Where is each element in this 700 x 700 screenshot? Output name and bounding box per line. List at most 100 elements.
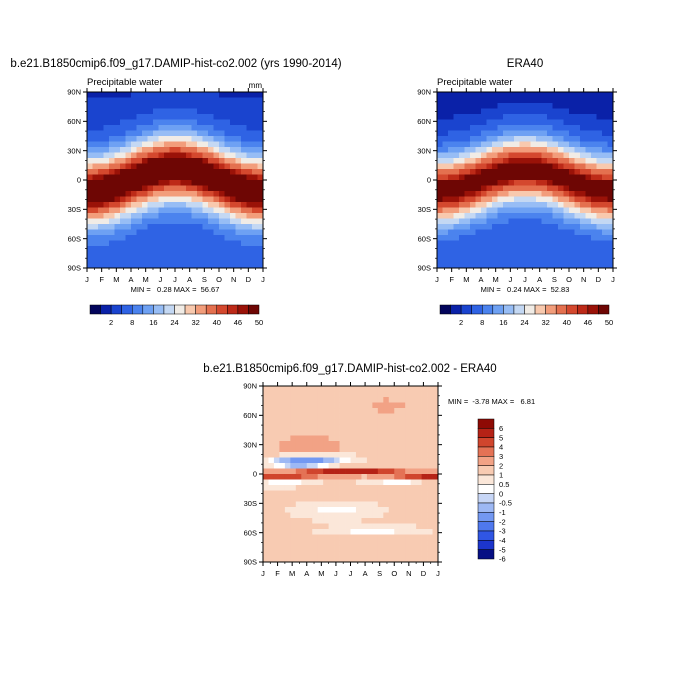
model-cell: [252, 207, 258, 214]
model-cell: [213, 141, 220, 148]
model-cell: [98, 174, 104, 181]
era40-cell: [580, 163, 586, 170]
model-cell: [136, 108, 143, 115]
model-cell: [191, 235, 198, 241]
era40-cell: [569, 174, 575, 181]
era40-colorbar-box: [577, 304, 589, 315]
model-cell: [257, 185, 264, 192]
model-cell: [131, 240, 137, 247]
model-cell: [109, 257, 115, 263]
model-x-tick-label: A: [128, 275, 133, 284]
model-cell: [257, 152, 264, 159]
model-cell: [125, 152, 132, 159]
difference-cell: [427, 386, 433, 392]
model-cell: [142, 207, 148, 214]
era40-cell: [580, 130, 586, 137]
model-cell: [235, 196, 242, 203]
era40-cell: [475, 97, 482, 104]
model-cell: [109, 185, 115, 192]
difference-cell: [317, 463, 324, 469]
era40-cell: [585, 141, 592, 148]
difference-cell: [355, 391, 362, 398]
era40-cell: [453, 119, 460, 126]
model-cell: [219, 92, 225, 98]
model-cell: [197, 136, 203, 142]
era40-colorbar: 2 8 16 24 32 40 46 50: [439, 304, 613, 327]
era40-colorbar-box: [439, 304, 451, 315]
difference-cell: [421, 402, 428, 409]
model-cell: [235, 119, 242, 126]
model-cell: [153, 207, 159, 214]
model-cell: [180, 103, 187, 109]
era40-cell: [470, 257, 476, 263]
era40-cell: [536, 224, 542, 230]
difference-cell: [432, 386, 439, 392]
model-cell: [197, 246, 203, 252]
era40-cell: [574, 218, 581, 225]
era40-cell: [442, 246, 449, 252]
difference-cell: [355, 534, 362, 541]
difference-cell: [317, 490, 324, 497]
era40-cell: [596, 224, 603, 230]
difference-cell: [366, 479, 373, 486]
model-cell: [197, 207, 203, 214]
difference-cell: [290, 534, 297, 541]
difference-cell: [306, 540, 313, 546]
model-cell: [103, 130, 110, 137]
era40-cell: [497, 202, 504, 208]
model-cell: [235, 97, 242, 104]
difference-cell: [372, 545, 379, 552]
model-cell: [153, 191, 159, 197]
era40-cell: [497, 224, 504, 230]
difference-cell: [372, 518, 379, 524]
difference-cell: [388, 479, 395, 486]
era40-cell: [508, 191, 515, 197]
model-cell: [257, 262, 264, 269]
era40-cell: [607, 163, 614, 170]
model-cell: [241, 125, 247, 131]
era40-cell: [552, 207, 559, 214]
era40-cell: [536, 92, 542, 98]
model-cell: [109, 235, 115, 241]
model-cell: [224, 141, 231, 148]
era40-cell: [497, 251, 504, 258]
era40-cell: [525, 257, 531, 263]
model-cell: [246, 196, 253, 203]
model-cell: [246, 103, 253, 109]
model-cell: [191, 213, 198, 219]
era40-cell: [547, 180, 553, 186]
model-cell: [224, 136, 231, 142]
model-cell: [98, 191, 104, 197]
difference-cell: [345, 463, 351, 469]
era40-cell: [497, 158, 504, 164]
model-cell: [153, 196, 159, 203]
model-colorbar-box: [121, 304, 133, 315]
difference-cell: [350, 386, 357, 392]
model-cell: [87, 224, 93, 230]
era40-cell: [547, 262, 553, 269]
model-cell: [92, 103, 99, 109]
model-cell: [158, 202, 165, 208]
era40-cell: [574, 114, 581, 120]
era40-cell: [519, 235, 526, 241]
model-cell: [120, 136, 126, 142]
model-cell: [87, 136, 93, 142]
model-cell: [169, 213, 176, 219]
era40-cell: [525, 235, 531, 241]
era40-cell: [481, 114, 487, 120]
era40-cell: [519, 130, 526, 137]
era40-cell: [486, 251, 493, 258]
model-cell: [153, 202, 159, 208]
difference-colorbar-label: 6: [499, 424, 503, 433]
difference-cell: [394, 485, 401, 491]
era40-cell: [525, 108, 531, 115]
model-cell: [98, 218, 104, 225]
difference-cell: [323, 512, 329, 519]
era40-cell: [530, 125, 537, 131]
model-cell: [164, 246, 170, 252]
era40-cell: [470, 114, 476, 120]
difference-cell: [394, 518, 401, 524]
model-cell: [213, 174, 220, 181]
model-cell: [230, 240, 236, 247]
difference-cell: [410, 435, 417, 442]
